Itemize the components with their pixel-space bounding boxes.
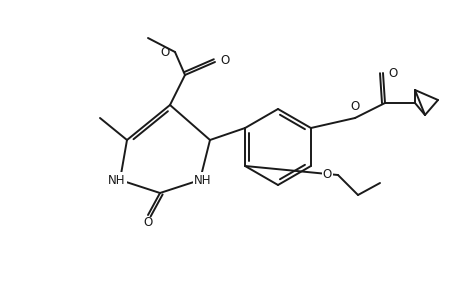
Text: O: O (387, 67, 397, 80)
Text: O: O (143, 217, 152, 230)
Text: O: O (219, 53, 229, 67)
Text: O: O (160, 46, 170, 59)
Text: NH: NH (194, 173, 211, 187)
Text: NH: NH (108, 173, 125, 187)
Text: O: O (350, 100, 359, 113)
Text: O: O (322, 169, 331, 182)
